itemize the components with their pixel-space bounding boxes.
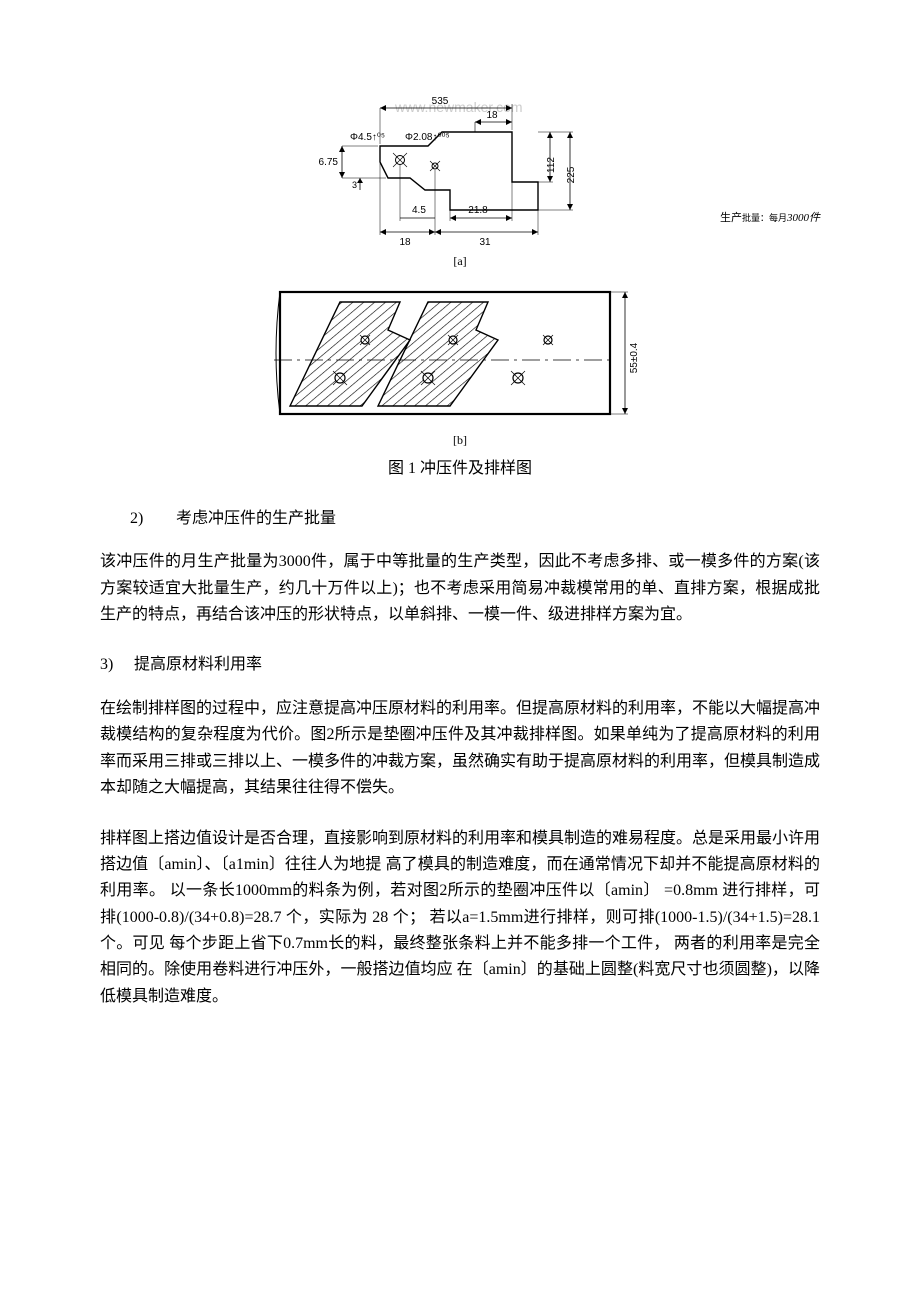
figure-a-sublabel: [a] bbox=[453, 254, 466, 268]
heading-3-title: 提高原材料利用率 bbox=[134, 656, 262, 673]
dim-31: 31 bbox=[479, 237, 491, 248]
heading-2: 2) 考虑冲压件的生产批量 bbox=[100, 506, 820, 532]
dim-18: 18 bbox=[399, 237, 411, 248]
figure-b-svg: 55±0.4 [b] bbox=[270, 280, 650, 450]
section3-para2: 排样图上搭边值设计是否合理，直接影响到原材料的利用率和模具制造的难易程度。总是采… bbox=[100, 826, 820, 1011]
dim-218: 21.8 bbox=[468, 205, 488, 216]
dim-55: 55±0.4 bbox=[629, 342, 640, 373]
dim-45: 4.5 bbox=[412, 205, 426, 216]
heading-2-num: 2) bbox=[130, 506, 172, 532]
heading-3-num: 3) bbox=[100, 652, 130, 678]
prod-note-prefix: 生产 bbox=[720, 212, 742, 224]
watermark: www.newmaker.com bbox=[394, 99, 523, 115]
section2-para: 该冲压件的月生产批量为3000件，属于中等批量的生产类型，因此不考虑多排、或一模… bbox=[100, 549, 820, 628]
figure-b: 55±0.4 [b] bbox=[270, 280, 650, 450]
dim-675: 6.75 bbox=[319, 157, 339, 168]
dim-phi208: Φ2.08↑⁰⁰⁵ bbox=[405, 132, 450, 143]
prod-note-mid: 批量：每月 bbox=[742, 213, 787, 223]
part-outline bbox=[380, 132, 538, 210]
heading-2-title: 考虑冲压件的生产批量 bbox=[176, 510, 336, 527]
production-note: 生产批量：每月3000件 bbox=[720, 210, 820, 228]
figure-a: www.newmaker.com 535 18 Φ4.5↑⁰⁵ Φ2.08↑⁰⁰… bbox=[280, 90, 640, 270]
dim-535: 535 bbox=[432, 96, 449, 107]
prod-note-suffix: 3000件 bbox=[787, 212, 820, 224]
figure-b-sublabel: [b] bbox=[453, 433, 467, 447]
figure-1-caption: 图 1 冲压件及排样图 bbox=[100, 456, 820, 482]
section3-para1: 在绘制排样图的过程中，应注意提高冲压原材料的利用率。但提高原材料的利用率，不能以… bbox=[100, 696, 820, 802]
dim-112: 112 bbox=[546, 157, 557, 173]
figure-a-svg: www.newmaker.com 535 18 Φ4.5↑⁰⁵ Φ2.08↑⁰⁰… bbox=[280, 90, 640, 270]
dim-top-18: 18 bbox=[486, 110, 498, 121]
dim-3: 3 bbox=[352, 180, 357, 190]
heading-3: 3) 提高原材料利用率 bbox=[100, 652, 820, 678]
dim-225: 225 bbox=[566, 166, 577, 183]
